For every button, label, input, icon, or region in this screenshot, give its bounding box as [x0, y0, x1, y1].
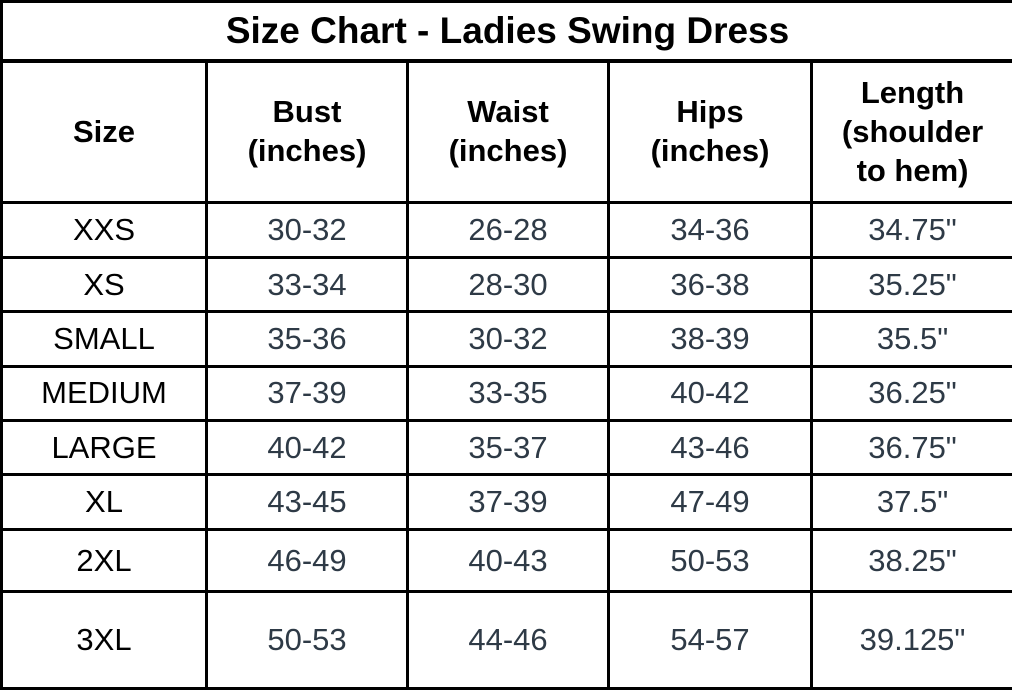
waist-value: 35-37 [406, 419, 610, 477]
column-header-length: Length (shoulder to hem) [809, 59, 1012, 205]
size-label: XL [0, 473, 208, 531]
hips-value: 36-38 [607, 255, 813, 314]
bust-value: 50-53 [205, 590, 409, 690]
hips-value: 50-53 [607, 527, 813, 594]
hips-value: 40-42 [607, 364, 813, 423]
header-line: (inches) [650, 133, 770, 169]
bust-value: 37-39 [205, 364, 409, 423]
bust-value: 40-42 [205, 419, 409, 477]
size-label: XXS [0, 201, 208, 259]
waist-value: 26-28 [406, 201, 610, 259]
column-header-hips: Hips (inches) [607, 59, 813, 205]
table-row-large: LARGE 40-42 35-37 43-46 36.75" [0, 419, 1012, 477]
table-row-2xl: 2XL 46-49 40-43 50-53 38.25" [0, 527, 1012, 594]
size-label: 3XL [0, 590, 208, 690]
table-row-xxs: XXS 30-32 26-28 34-36 34.75" [0, 201, 1012, 259]
title-row: Size Chart - Ladies Swing Dress [0, 0, 1012, 63]
length-value: 34.75" [809, 201, 1012, 259]
table-row-medium: MEDIUM 37-39 33-35 40-42 36.25" [0, 364, 1012, 423]
length-value: 35.5" [809, 310, 1012, 368]
length-value: 39.125" [809, 590, 1012, 690]
hips-value: 34-36 [607, 201, 813, 259]
header-line: Length [860, 75, 965, 111]
chart-title: Size Chart - Ladies Swing Dress [0, 0, 1012, 63]
bust-value: 33-34 [205, 255, 409, 314]
hips-value: 38-39 [607, 310, 813, 368]
size-label: LARGE [0, 419, 208, 477]
size-label: SMALL [0, 310, 208, 368]
waist-value: 33-35 [406, 364, 610, 423]
waist-value: 30-32 [406, 310, 610, 368]
header-line: Size [72, 113, 136, 149]
bust-value: 46-49 [205, 527, 409, 594]
table-row-xl: XL 43-45 37-39 47-49 37.5" [0, 473, 1012, 531]
header-line: Bust [272, 94, 342, 130]
hips-value: 54-57 [607, 590, 813, 690]
table-row-small: SMALL 35-36 30-32 38-39 35.5" [0, 310, 1012, 368]
header-row: Size Bust (inches) Waist (inches) Hips (… [0, 59, 1012, 205]
waist-value: 28-30 [406, 255, 610, 314]
bust-value: 43-45 [205, 473, 409, 531]
size-label: 2XL [0, 527, 208, 594]
length-value: 38.25" [809, 527, 1012, 594]
header-line: Hips [676, 94, 744, 130]
column-header-waist: Waist (inches) [406, 59, 610, 205]
table-row-3xl: 3XL 50-53 44-46 54-57 39.125" [0, 590, 1012, 690]
length-value: 36.75" [809, 419, 1012, 477]
length-value: 37.5" [809, 473, 1012, 531]
header-line: to hem) [856, 152, 969, 188]
bust-value: 30-32 [205, 201, 409, 259]
waist-value: 37-39 [406, 473, 610, 531]
waist-value: 40-43 [406, 527, 610, 594]
header-line: (inches) [448, 133, 568, 169]
length-value: 35.25" [809, 255, 1012, 314]
hips-value: 47-49 [607, 473, 813, 531]
hips-value: 43-46 [607, 419, 813, 477]
table-row-xs: XS 33-34 28-30 36-38 35.25" [0, 255, 1012, 314]
column-header-size: Size [0, 59, 208, 205]
header-line: (shoulder [841, 113, 984, 149]
bust-value: 35-36 [205, 310, 409, 368]
length-value: 36.25" [809, 364, 1012, 423]
header-line: Waist [467, 94, 549, 130]
size-label: XS [0, 255, 208, 314]
column-header-bust: Bust (inches) [205, 59, 409, 205]
header-line: (inches) [247, 133, 367, 169]
size-label: MEDIUM [0, 364, 208, 423]
waist-value: 44-46 [406, 590, 610, 690]
